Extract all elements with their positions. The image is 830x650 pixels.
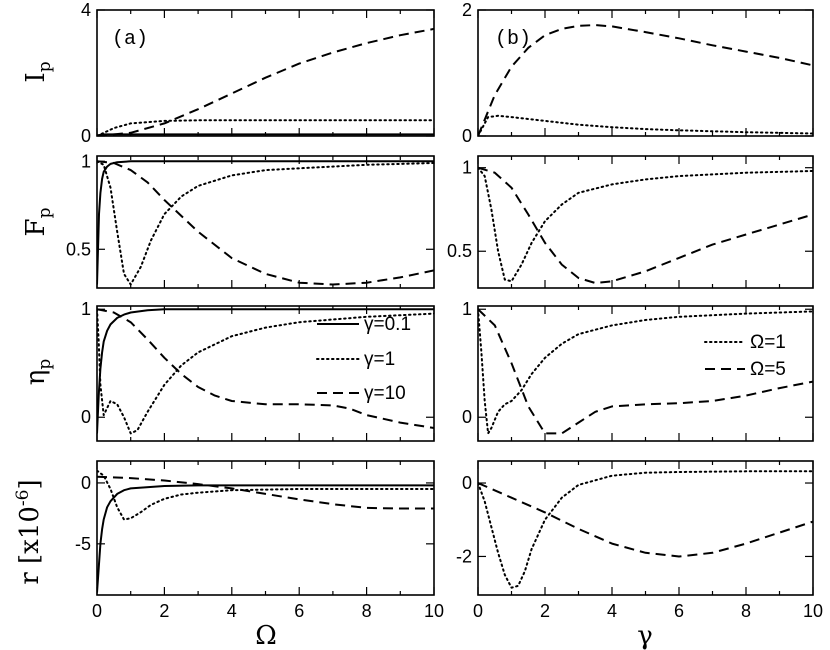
y-tick-label: 0.5 <box>447 241 472 261</box>
panel-tag-b: (b) <box>495 28 531 51</box>
svg-text:ηp: ηp <box>21 359 55 386</box>
legend-label-o5: Ω=5 <box>750 359 786 380</box>
y-tick-label: 1 <box>81 151 91 171</box>
series-line--5 <box>478 24 813 136</box>
plot-frame <box>96 460 435 596</box>
y-tick-label: 1 <box>462 299 472 319</box>
ylabel-ip-sub: p <box>35 61 55 72</box>
plot-frame <box>477 9 814 137</box>
plot-frame <box>477 155 814 289</box>
series-line--1 <box>478 470 813 589</box>
plot-frame <box>96 155 435 289</box>
ylabel-eta-sub: p <box>35 359 55 370</box>
series-line--5 <box>478 166 813 284</box>
series-line--10 <box>97 308 434 429</box>
series-line--1 <box>97 160 434 286</box>
x-tick-label: 6 <box>674 601 684 621</box>
y-tick-label: 2 <box>462 0 472 20</box>
ylabel-ip-main: I <box>21 72 51 82</box>
plot-frame <box>477 460 814 596</box>
xlabel-omega: Ω <box>255 621 277 650</box>
ylabel-r-sup: -6 <box>13 490 33 507</box>
plot-frame <box>477 305 814 442</box>
x-tick-label: 2 <box>540 601 550 621</box>
panel-Fp_a: 0.51 <box>66 151 435 289</box>
series-line--1 <box>478 308 813 435</box>
ylabel-row-fp: Fp <box>21 207 55 236</box>
xlabel-gamma: γ <box>637 621 653 650</box>
svg-text:Fp: Fp <box>21 207 55 236</box>
x-tick-label: 8 <box>741 601 751 621</box>
y-tick-label: 1 <box>462 158 472 178</box>
series-line--1 <box>97 469 434 521</box>
series-line--1 <box>478 166 813 283</box>
legend-label-g1: γ=1 <box>364 349 395 370</box>
panel-r_b: 0 2 4 6 8 10 -2 0 <box>456 460 823 621</box>
series-line--0-1 <box>97 160 434 285</box>
panel-r_a: 0 2 4 6 8 10 -5 0 <box>75 460 444 621</box>
ylabel-fp-sub: p <box>35 207 55 218</box>
ylabel-r-main: r [x10 <box>15 506 45 585</box>
ylabel-r-suffix: ] <box>15 479 45 489</box>
panel-eta_a: 01 <box>81 299 435 442</box>
y-tick-label: -2 <box>456 546 472 566</box>
series-line--0-1 <box>97 484 434 593</box>
panel-tag-a: (a) <box>112 28 148 51</box>
y-tick-label: 0 <box>81 126 91 146</box>
y-tick-label: 0 <box>81 407 91 427</box>
panel-eta_b: 01 <box>462 299 814 442</box>
svg-text:r [x10-6]: r [x10-6] <box>13 479 45 584</box>
x-tick-label: 10 <box>803 601 823 621</box>
x-tick-label: 8 <box>362 601 372 621</box>
series-line--1 <box>97 119 434 136</box>
ylabel-eta-main: η <box>21 370 51 386</box>
series-line--5 <box>478 308 813 435</box>
x-tick-label: 6 <box>294 601 304 621</box>
y-tick-label: 0 <box>462 407 472 427</box>
x-tick-label: 0 <box>473 601 483 621</box>
x-tick-label: 4 <box>227 601 237 621</box>
x-tick-label: 0 <box>92 601 102 621</box>
y-tick-label: 0 <box>462 126 472 146</box>
legend-label-g01: γ=0.1 <box>364 314 411 335</box>
y-tick-label: 1 <box>81 299 91 319</box>
series-line--5 <box>478 482 813 558</box>
series-line--1 <box>97 308 434 435</box>
series-line--10 <box>97 27 434 136</box>
ylabel-row-eta: ηp <box>21 359 55 386</box>
panel-Ip_b: 02 <box>462 0 814 146</box>
y-tick-label: 0.5 <box>66 239 91 259</box>
panel-Fp_b: 0.51 <box>447 155 814 289</box>
plot-frame <box>96 9 435 137</box>
y-tick-label: -5 <box>75 534 91 554</box>
plot-frame <box>96 305 435 442</box>
legend-label-o1: Ω=1 <box>750 332 786 353</box>
y-tick-label: 4 <box>81 0 91 20</box>
ylabel-fp-main: F <box>21 218 51 236</box>
series-line--0-1 <box>97 308 434 434</box>
svg-text:Ip: Ip <box>21 61 55 82</box>
x-tick-label: 2 <box>159 601 169 621</box>
x-tick-label: 10 <box>424 601 444 621</box>
y-tick-label: 0 <box>462 473 472 493</box>
ylabel-row-r: r [x10-6] <box>13 479 45 584</box>
y-tick-label: 0 <box>81 473 91 493</box>
legend-label-g10: γ=10 <box>364 383 406 404</box>
series-line--10 <box>97 475 434 510</box>
panel-Ip_a: 04 <box>81 0 435 146</box>
legend-left: γ=0.1 γ=1 γ=10 <box>316 314 411 404</box>
series-line--1 <box>478 114 813 136</box>
x-tick-label: 4 <box>607 601 617 621</box>
series-line--10 <box>97 160 434 286</box>
ylabel-row-ip: Ip <box>21 61 55 82</box>
legend-right: Ω=1 Ω=5 <box>704 332 786 380</box>
